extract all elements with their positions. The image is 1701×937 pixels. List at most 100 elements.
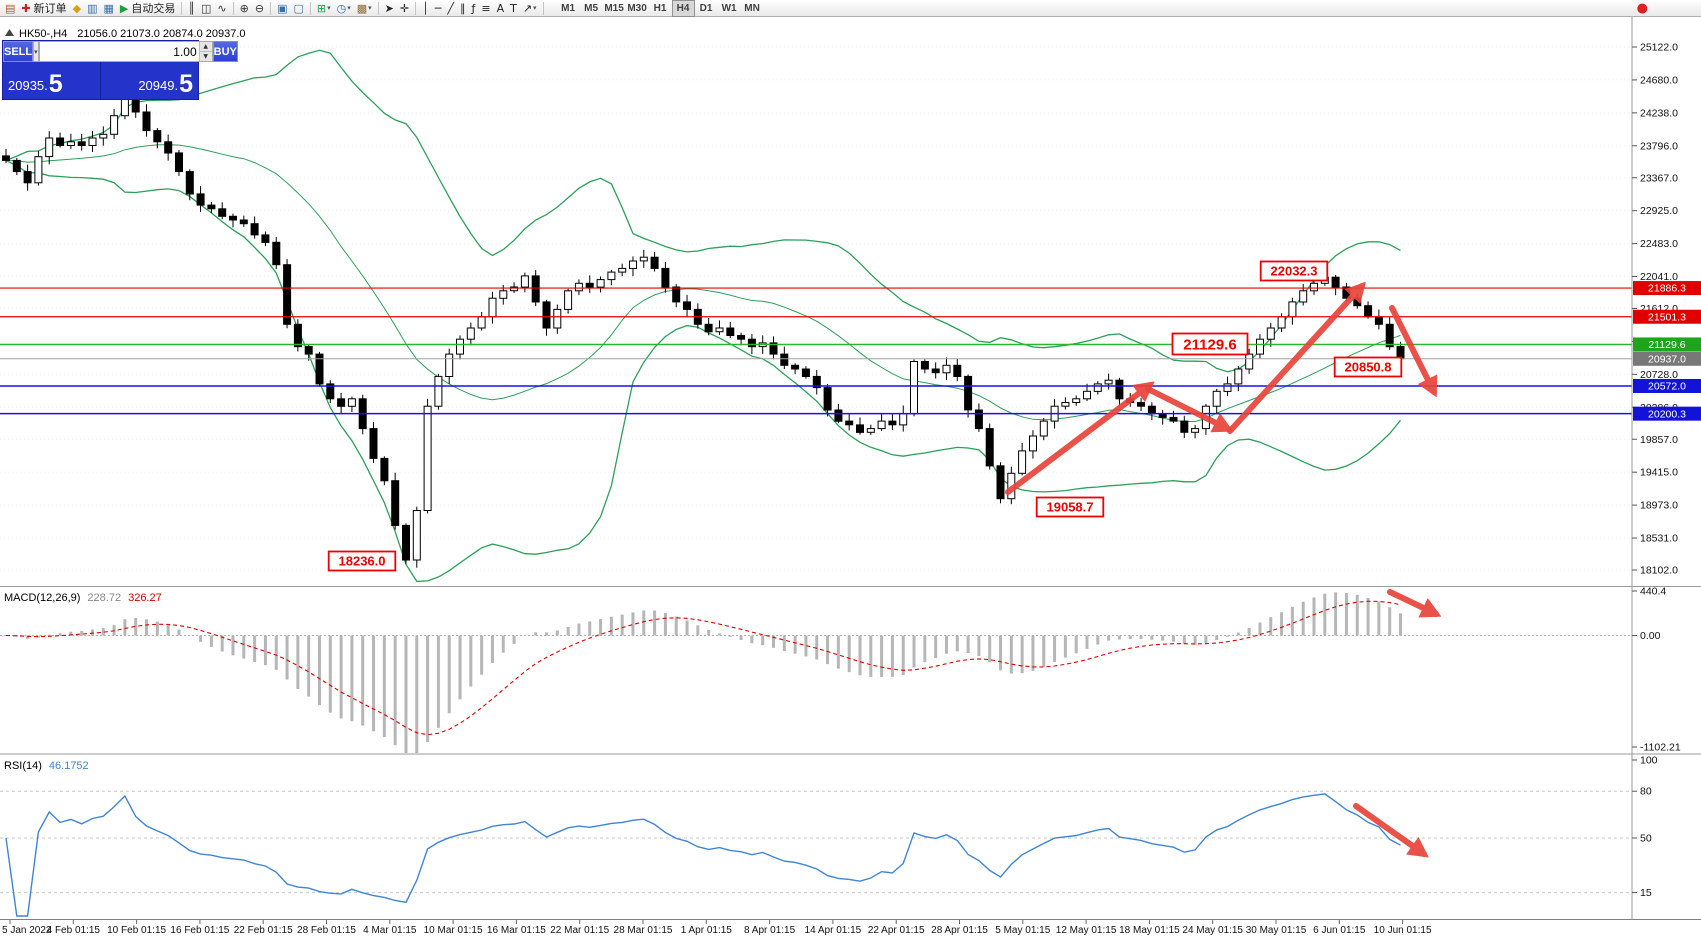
buy-button[interactable]: BUY bbox=[212, 41, 238, 62]
timeframe-m15-button[interactable]: M15 bbox=[604, 2, 624, 14]
metaeditor-icon-glyph: ◆ bbox=[72, 1, 82, 15]
svg-text:4 Mar 01:15: 4 Mar 01:15 bbox=[363, 925, 417, 936]
volume-up-icon[interactable]: ▲ bbox=[198, 42, 212, 52]
arrow-tools-icon[interactable]: ↗ ▾ bbox=[520, 0, 540, 17]
trend-arrow[interactable] bbox=[1389, 305, 1438, 398]
periods-icon-dropdown[interactable]: ▾ bbox=[347, 4, 351, 12]
new-order-button[interactable]: ✚ 新订单 bbox=[18, 0, 69, 17]
trend-arrow[interactable] bbox=[1353, 803, 1429, 858]
periods-icon[interactable]: ◷ ▾ bbox=[334, 0, 354, 17]
price-annotation-text: 22032.3 bbox=[1271, 264, 1318, 279]
price-annotation-box[interactable] bbox=[1259, 260, 1329, 282]
new-chart-icon[interactable]: ▤ bbox=[2, 0, 18, 17]
volume-down-icon[interactable]: ▼ bbox=[198, 52, 212, 61]
price-annotation-box[interactable] bbox=[327, 550, 397, 572]
equidistant-channel-icon[interactable]: ∥ bbox=[457, 0, 469, 17]
trend-arrow[interactable] bbox=[1005, 381, 1155, 495]
svg-text:18531.0: 18531.0 bbox=[1640, 533, 1678, 545]
timeframe-d1-button[interactable]: D1 bbox=[699, 2, 713, 14]
svg-text:20728.0: 20728.0 bbox=[1640, 369, 1678, 381]
timeframe-w1-button[interactable]: W1 bbox=[721, 2, 737, 14]
price-annotation-box[interactable] bbox=[1333, 356, 1403, 378]
autotrading-button[interactable]: ▶ 自动交易 bbox=[117, 0, 178, 17]
new-chart-icon-glyph: ▤ bbox=[5, 1, 16, 15]
indicators-icon-dropdown[interactable]: ▾ bbox=[327, 4, 331, 12]
autotrading-button-label: 自动交易 bbox=[131, 3, 176, 15]
chart-annotations[interactable]: 22032.3 21129.6 20850.8 19058.7 18236.0 bbox=[327, 260, 1442, 858]
svg-text:15: 15 bbox=[1640, 887, 1652, 899]
vertical-line-icon-glyph: │ bbox=[422, 1, 429, 15]
zoom-out-icon[interactable]: ⊖ bbox=[252, 0, 267, 17]
cursor-icon[interactable]: ➤ bbox=[382, 0, 397, 17]
svg-text:5 May 01:15: 5 May 01:15 bbox=[995, 925, 1050, 936]
symbol-ohlc-bar: HK50-,H4 21056.0 21073.0 20874.0 20937.0 bbox=[19, 28, 246, 40]
market-watch-icon-glyph: ▥ bbox=[87, 1, 98, 15]
timeframe-h4-button[interactable]: H4 bbox=[671, 0, 695, 17]
price-gridlines bbox=[0, 46, 1632, 571]
timeframe-m30-button[interactable]: M30 bbox=[627, 2, 647, 14]
candlestick-chart-icon[interactable]: ◫ bbox=[198, 0, 214, 17]
price-annotation-text: 19058.7 bbox=[1047, 500, 1094, 515]
price-badge-20572.0 bbox=[1633, 378, 1701, 393]
timeframe-m1-button[interactable]: M1 bbox=[561, 2, 576, 14]
svg-text:10 Jun 01:15: 10 Jun 01:15 bbox=[1374, 925, 1432, 936]
new-order-button-label: 新订单 bbox=[33, 3, 67, 15]
price-badge-20200.3 bbox=[1633, 406, 1701, 421]
trend-arrow[interactable] bbox=[1227, 281, 1367, 434]
buy-price-display[interactable]: 20949. 5 bbox=[100, 62, 198, 99]
svg-text:23796.0: 23796.0 bbox=[1640, 140, 1678, 152]
trend-arrow[interactable] bbox=[1387, 589, 1442, 618]
svg-text:22 Feb 01:15: 22 Feb 01:15 bbox=[234, 925, 293, 936]
svg-text:16 Mar 01:15: 16 Mar 01:15 bbox=[487, 925, 546, 936]
chart-canvas[interactable]: 25122.0 24680.0 24238.0 23796.0 23367.0 22925… bbox=[0, 17, 1701, 937]
zoom-in-icon[interactable]: ⊕ bbox=[237, 0, 252, 17]
toolbar-separator bbox=[232, 1, 234, 15]
indicators-icon[interactable]: ⊞ ▾ bbox=[314, 0, 334, 17]
fibonacci-icon[interactable]: ƒ bbox=[468, 0, 478, 17]
sell-price-display[interactable]: 20935. 5 bbox=[3, 62, 100, 99]
market-watch-icon[interactable]: ▥ bbox=[84, 0, 100, 17]
svg-text:28 Mar 01:15: 28 Mar 01:15 bbox=[614, 925, 673, 936]
price-annotation-box[interactable] bbox=[1035, 496, 1105, 518]
timeframe-mn-button[interactable]: MN bbox=[744, 2, 760, 14]
data-window-icon[interactable]: ▦ bbox=[101, 0, 117, 17]
trendline-icon-glyph: ╱ bbox=[447, 1, 454, 15]
templates-icon-dropdown[interactable]: ▾ bbox=[368, 4, 372, 12]
tile-windows-icon[interactable]: ▣ bbox=[274, 0, 290, 17]
trendline-icon[interactable]: ╱ bbox=[444, 0, 457, 17]
svg-text:18102.0: 18102.0 bbox=[1640, 565, 1678, 577]
arrow-tools-icon-dropdown[interactable]: ▾ bbox=[533, 4, 537, 12]
auto-arrange-icon[interactable]: ▢ bbox=[290, 0, 306, 17]
text-label-icon[interactable]: T bbox=[507, 0, 520, 17]
svg-text:19857.0: 19857.0 bbox=[1640, 434, 1678, 446]
vertical-line-icon[interactable]: │ bbox=[419, 0, 432, 17]
volume-preset-dropdown-icon[interactable]: ▾ bbox=[33, 41, 39, 62]
price-annotation-box[interactable] bbox=[1171, 332, 1249, 356]
bar-chart-icon[interactable]: ║ bbox=[185, 0, 198, 17]
shapes-icon[interactable]: ≡ bbox=[478, 0, 493, 17]
sell-price-big-digit: 5 bbox=[48, 70, 63, 98]
trend-arrow[interactable] bbox=[1145, 386, 1234, 433]
rsi-label: RSI(14) 46.1752 bbox=[4, 760, 89, 772]
volume-input[interactable] bbox=[39, 42, 199, 61]
crosshair-icon[interactable]: ✛ bbox=[397, 0, 412, 17]
templates-icon[interactable]: ▩ ▾ bbox=[354, 0, 375, 17]
horizontal-line-icon[interactable]: ─ bbox=[432, 0, 445, 17]
toolbar-separator bbox=[377, 1, 379, 15]
toolbar-separator bbox=[415, 1, 417, 15]
metaeditor-icon[interactable]: ◆ bbox=[70, 0, 84, 17]
toolbar-separator bbox=[309, 1, 311, 15]
text-icon[interactable]: A bbox=[494, 0, 508, 17]
timeframe-h1-button[interactable]: H1 bbox=[653, 2, 667, 14]
svg-text:6 Jun 01:15: 6 Jun 01:15 bbox=[1313, 925, 1366, 936]
buy-price-main: 20949. bbox=[138, 78, 179, 93]
panel-expander-icon[interactable] bbox=[5, 29, 14, 36]
line-chart-icon[interactable]: ∿ bbox=[214, 0, 229, 17]
broker-logo-icon[interactable]: ● bbox=[1634, 0, 1651, 17]
timeframe-m5-button[interactable]: M5 bbox=[584, 2, 599, 14]
svg-text:21501.3: 21501.3 bbox=[1648, 311, 1686, 323]
sell-button[interactable]: SELL bbox=[3, 41, 34, 62]
svg-text:18 May 01:15: 18 May 01:15 bbox=[1119, 925, 1180, 936]
